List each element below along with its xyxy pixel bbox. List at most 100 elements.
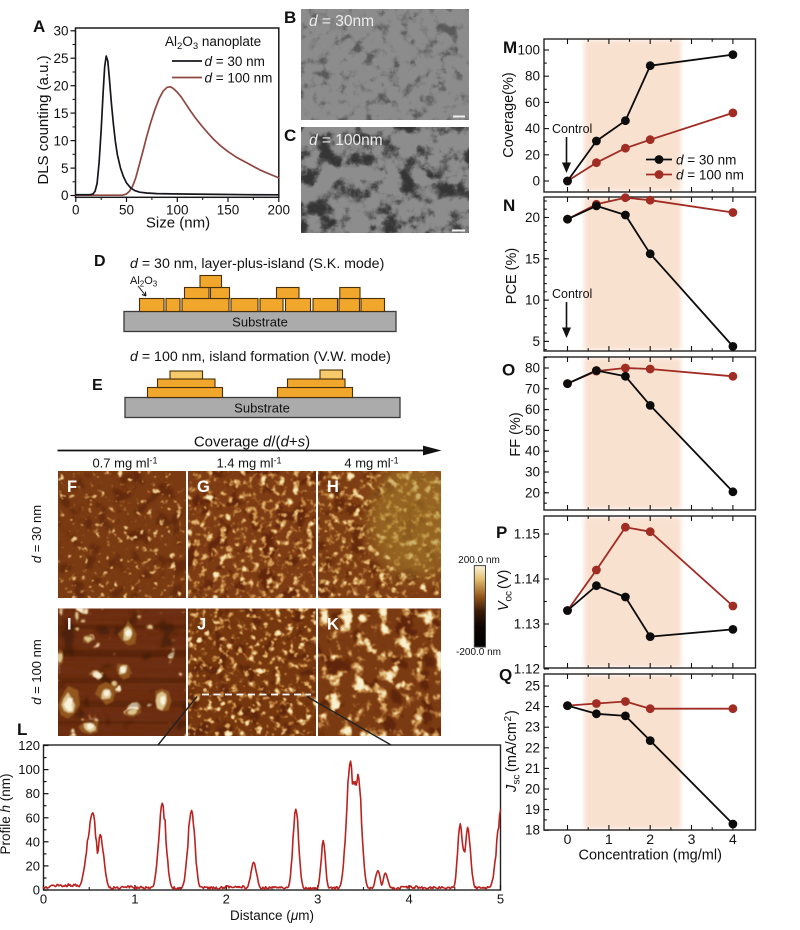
svg-text:15: 15: [53, 106, 68, 121]
svg-text:I: I: [67, 616, 72, 634]
svg-text:d = 30 nm: d = 30 nm: [205, 54, 265, 69]
svg-text:Substrate: Substrate: [234, 401, 290, 416]
svg-text:(mA/cm: (mA/cm: [504, 722, 520, 772]
svg-text:30: 30: [53, 24, 68, 39]
svg-text:Q: Q: [499, 666, 512, 685]
svg-text:20: 20: [53, 78, 68, 93]
svg-text:2: 2: [223, 892, 230, 907]
svg-text:d = 30 nm, layer-plus-island (: d = 30 nm, layer-plus-island (S.K. mode): [130, 256, 384, 272]
svg-text:200: 200: [268, 203, 291, 218]
svg-text:): ): [504, 710, 520, 715]
svg-text:d = 100 nm, island formation (: d = 100 nm, island formation (V.W. mode): [130, 349, 391, 365]
svg-text:D: D: [94, 253, 106, 270]
svg-text:40: 40: [26, 834, 40, 849]
svg-text:20: 20: [525, 485, 540, 500]
svg-text:-200.0 nm: -200.0 nm: [456, 647, 501, 658]
svg-text:4: 4: [405, 892, 412, 907]
svg-text:E: E: [92, 377, 103, 394]
svg-text:3: 3: [688, 831, 696, 847]
svg-text:5: 5: [497, 892, 504, 907]
svg-text:25: 25: [525, 679, 540, 694]
svg-text:PCE (%): PCE (%): [504, 248, 520, 304]
svg-text:Substrate: Substrate: [232, 315, 288, 330]
svg-text:d = 30nm: d = 30nm: [309, 13, 374, 30]
svg-text:20: 20: [26, 858, 40, 873]
svg-text:FF (%): FF (%): [508, 412, 524, 456]
svg-text:G: G: [197, 478, 210, 496]
svg-text:F: F: [67, 478, 77, 496]
svg-text:1.4 mg ml-1: 1.4 mg ml-1: [216, 456, 281, 471]
svg-text:70: 70: [525, 381, 540, 396]
svg-text:40: 40: [525, 121, 540, 136]
svg-text:4 mg ml-1: 4 mg ml-1: [344, 456, 398, 471]
svg-text:J: J: [197, 616, 206, 634]
svg-text:0: 0: [532, 174, 540, 189]
svg-text:20: 20: [525, 210, 540, 225]
svg-text:80: 80: [26, 786, 40, 801]
svg-text:Profile h (nm): Profile h (nm): [0, 773, 13, 854]
svg-text:200.0 nm: 200.0 nm: [458, 555, 500, 566]
svg-text:40: 40: [525, 444, 540, 459]
svg-text:d = 100 nm: d = 100 nm: [205, 71, 273, 86]
svg-text:H: H: [327, 478, 339, 496]
svg-text:2: 2: [503, 716, 514, 722]
svg-text:80: 80: [525, 361, 540, 376]
svg-text:Al2O3 nanoplate: Al2O3 nanoplate: [165, 34, 261, 52]
svg-text:A: A: [33, 17, 45, 36]
svg-text:18: 18: [525, 823, 540, 838]
svg-text:Control: Control: [552, 122, 592, 136]
svg-text:Coverage(%): Coverage(%): [501, 72, 517, 157]
svg-text:d = 30 nm: d = 30 nm: [676, 153, 736, 168]
svg-text:10: 10: [53, 133, 68, 148]
svg-text:0.7 mg ml-1: 0.7 mg ml-1: [92, 456, 157, 471]
svg-text:0: 0: [564, 831, 572, 847]
svg-text:1.15: 1.15: [514, 527, 540, 542]
svg-text:Control: Control: [552, 287, 592, 301]
svg-text:1: 1: [605, 831, 613, 847]
svg-text:25: 25: [53, 51, 68, 66]
svg-text:100: 100: [517, 43, 540, 58]
svg-text:(V): (V): [496, 570, 512, 589]
svg-text:2: 2: [646, 831, 654, 847]
svg-text:1.14: 1.14: [514, 572, 541, 587]
svg-text:Size (nm): Size (nm): [146, 215, 210, 232]
svg-text:23: 23: [525, 720, 540, 735]
svg-text:50: 50: [119, 203, 134, 218]
svg-text:0: 0: [72, 203, 80, 218]
svg-text:Al2O3: Al2O3: [130, 275, 158, 289]
svg-text:19: 19: [525, 802, 540, 817]
svg-text:B: B: [284, 8, 296, 27]
svg-text:oc: oc: [504, 591, 515, 602]
svg-text:J: J: [504, 784, 520, 793]
svg-text:22: 22: [525, 740, 540, 755]
svg-text:1.13: 1.13: [514, 617, 540, 632]
svg-text:0: 0: [61, 188, 69, 203]
svg-text:d = 30 nm: d = 30 nm: [29, 505, 44, 563]
svg-text:100: 100: [18, 762, 40, 777]
svg-text:sc: sc: [512, 775, 523, 785]
svg-text:DLS counting (a.u.): DLS counting (a.u.): [35, 55, 52, 184]
svg-text:O: O: [502, 361, 515, 380]
svg-text:100: 100: [166, 203, 189, 218]
svg-text:120: 120: [18, 738, 40, 753]
svg-text:150: 150: [217, 203, 240, 218]
svg-text:Distance (μm): Distance (μm): [230, 908, 314, 923]
svg-text:20: 20: [525, 147, 540, 162]
svg-text:0: 0: [40, 892, 47, 907]
svg-text:60: 60: [26, 810, 40, 825]
svg-text:N: N: [503, 196, 515, 215]
svg-text:4: 4: [729, 831, 737, 847]
svg-text:50: 50: [525, 423, 540, 438]
svg-text:C: C: [284, 126, 296, 145]
svg-text:d = 100nm: d = 100nm: [309, 132, 383, 149]
svg-text:3: 3: [314, 892, 321, 907]
svg-text:V: V: [496, 600, 512, 611]
svg-text:P: P: [496, 523, 507, 542]
svg-text:10: 10: [525, 293, 540, 308]
svg-text:M: M: [503, 38, 517, 57]
svg-text:21: 21: [525, 761, 540, 776]
svg-text:5: 5: [532, 334, 540, 349]
svg-text:0: 0: [33, 883, 40, 898]
svg-text:15: 15: [525, 251, 540, 266]
svg-text:L: L: [17, 720, 27, 739]
